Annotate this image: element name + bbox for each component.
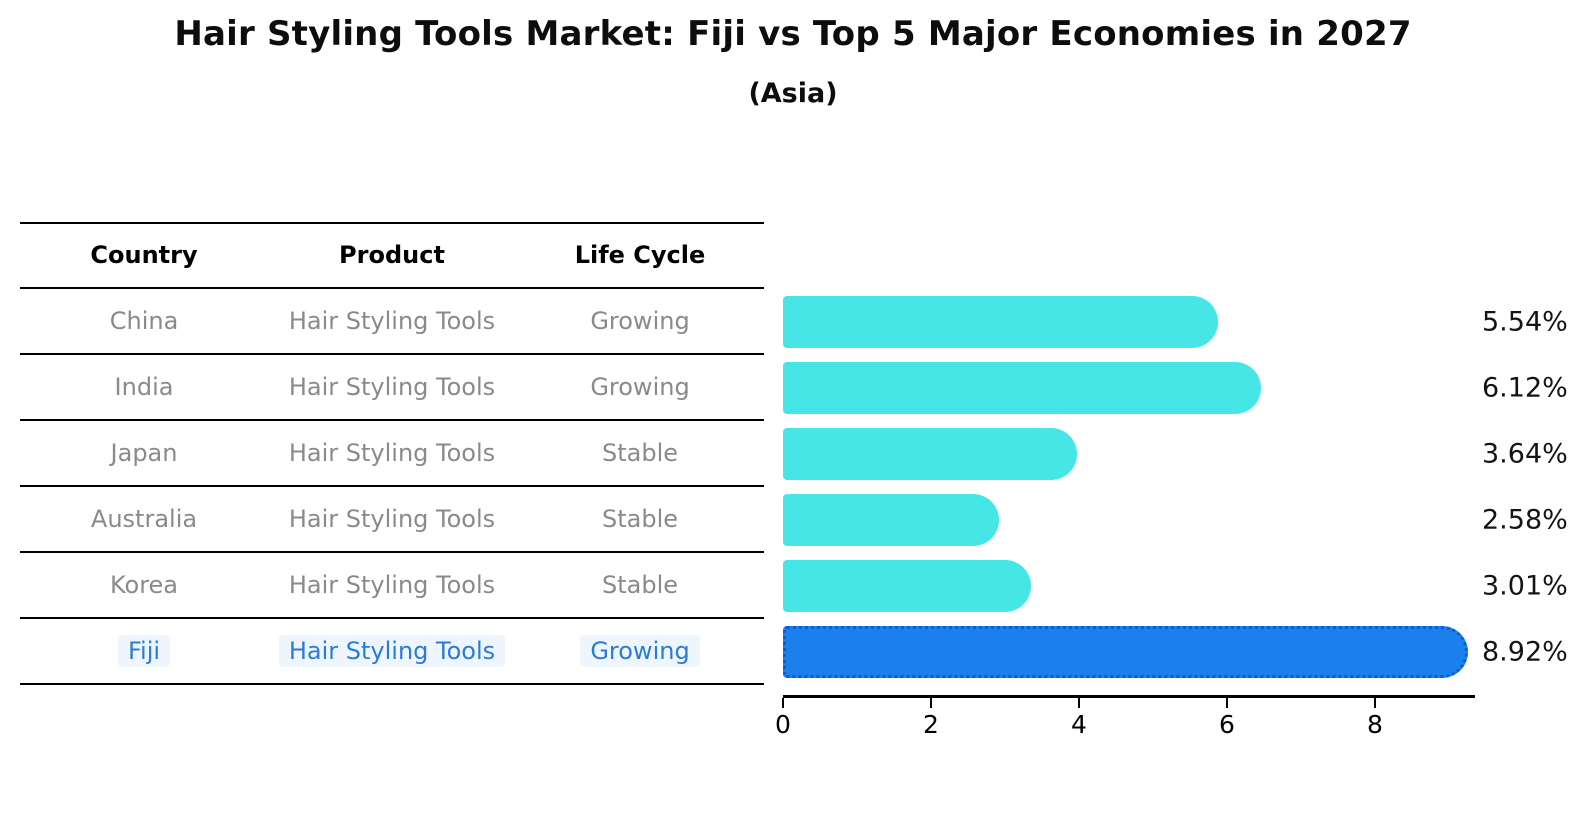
bar-japan bbox=[783, 428, 1077, 480]
country-cell: Fiji bbox=[20, 634, 268, 667]
x-tick-label-6: 6 bbox=[1219, 710, 1235, 739]
x-tick-label-0: 0 bbox=[775, 710, 791, 739]
table-row-china: China Hair Styling Tools Growing bbox=[20, 289, 764, 355]
bar-plot-area bbox=[783, 222, 1475, 700]
table-header-row: Country Product Life Cycle bbox=[20, 222, 764, 289]
life-cycle-cell: Growing bbox=[516, 634, 764, 667]
chart-subtitle: (Asia) bbox=[748, 78, 838, 109]
bar-australia bbox=[783, 494, 999, 546]
life-cycle-cell: Growing bbox=[590, 372, 690, 401]
country-cell: India bbox=[114, 372, 174, 401]
value-label-fiji: 8.92% bbox=[1482, 636, 1568, 668]
product-cell: Hair Styling Tools bbox=[288, 570, 496, 599]
x-tick-6 bbox=[1226, 698, 1228, 708]
table-body: China Hair Styling Tools Growing India Hair … bbox=[20, 289, 764, 685]
bar-fiji bbox=[783, 626, 1468, 678]
country-cell: China bbox=[109, 306, 179, 335]
product-cell: Hair Styling Tools bbox=[288, 372, 496, 401]
product-cell: Hair Styling Tools bbox=[268, 634, 516, 667]
header-life-cycle: Life Cycle bbox=[574, 241, 706, 270]
table-row-australia: Australia Hair Styling Tools Stable bbox=[20, 487, 764, 553]
country-table: Country Product Life Cycle China Hair Sty… bbox=[20, 222, 764, 685]
life-cycle-cell: Growing bbox=[590, 306, 690, 335]
bar-india bbox=[783, 362, 1261, 414]
x-axis-line bbox=[783, 695, 1475, 698]
life-cycle-cell: Stable bbox=[601, 570, 679, 599]
life-cycle-cell: Stable bbox=[601, 504, 679, 533]
table-row-fiji: Fiji Hair Styling Tools Growing bbox=[20, 619, 764, 685]
value-label-japan: 3.64% bbox=[1482, 438, 1568, 470]
x-tick-2 bbox=[930, 698, 932, 708]
value-label-australia: 2.58% bbox=[1482, 504, 1568, 536]
x-tick-label-2: 2 bbox=[923, 710, 939, 739]
table-row-japan: Japan Hair Styling Tools Stable bbox=[20, 421, 764, 487]
x-tick-label-4: 4 bbox=[1071, 710, 1087, 739]
x-tick-4 bbox=[1078, 698, 1080, 708]
value-label-china: 5.54% bbox=[1482, 306, 1568, 338]
value-label-india: 6.12% bbox=[1482, 372, 1568, 404]
header-product: Product bbox=[339, 241, 445, 270]
life-cycle-cell: Stable bbox=[601, 438, 679, 467]
country-cell: Japan bbox=[110, 438, 178, 467]
x-tick-label-8: 8 bbox=[1367, 710, 1383, 739]
table-row-korea: Korea Hair Styling Tools Stable bbox=[20, 553, 764, 619]
x-tick-0 bbox=[782, 698, 784, 708]
product-cell: Hair Styling Tools bbox=[288, 438, 496, 467]
country-cell: Korea bbox=[109, 570, 179, 599]
chart-title: Hair Styling Tools Market: Fiji vs Top 5… bbox=[174, 14, 1412, 54]
table-row-india: India Hair Styling Tools Growing bbox=[20, 355, 764, 421]
bar-korea bbox=[783, 560, 1031, 612]
country-cell: Australia bbox=[90, 504, 198, 533]
value-label-korea: 3.01% bbox=[1482, 570, 1568, 602]
header-country: Country bbox=[90, 241, 198, 270]
product-cell: Hair Styling Tools bbox=[288, 504, 496, 533]
x-tick-8 bbox=[1374, 698, 1376, 708]
product-cell: Hair Styling Tools bbox=[288, 306, 496, 335]
bar-china bbox=[783, 296, 1218, 348]
